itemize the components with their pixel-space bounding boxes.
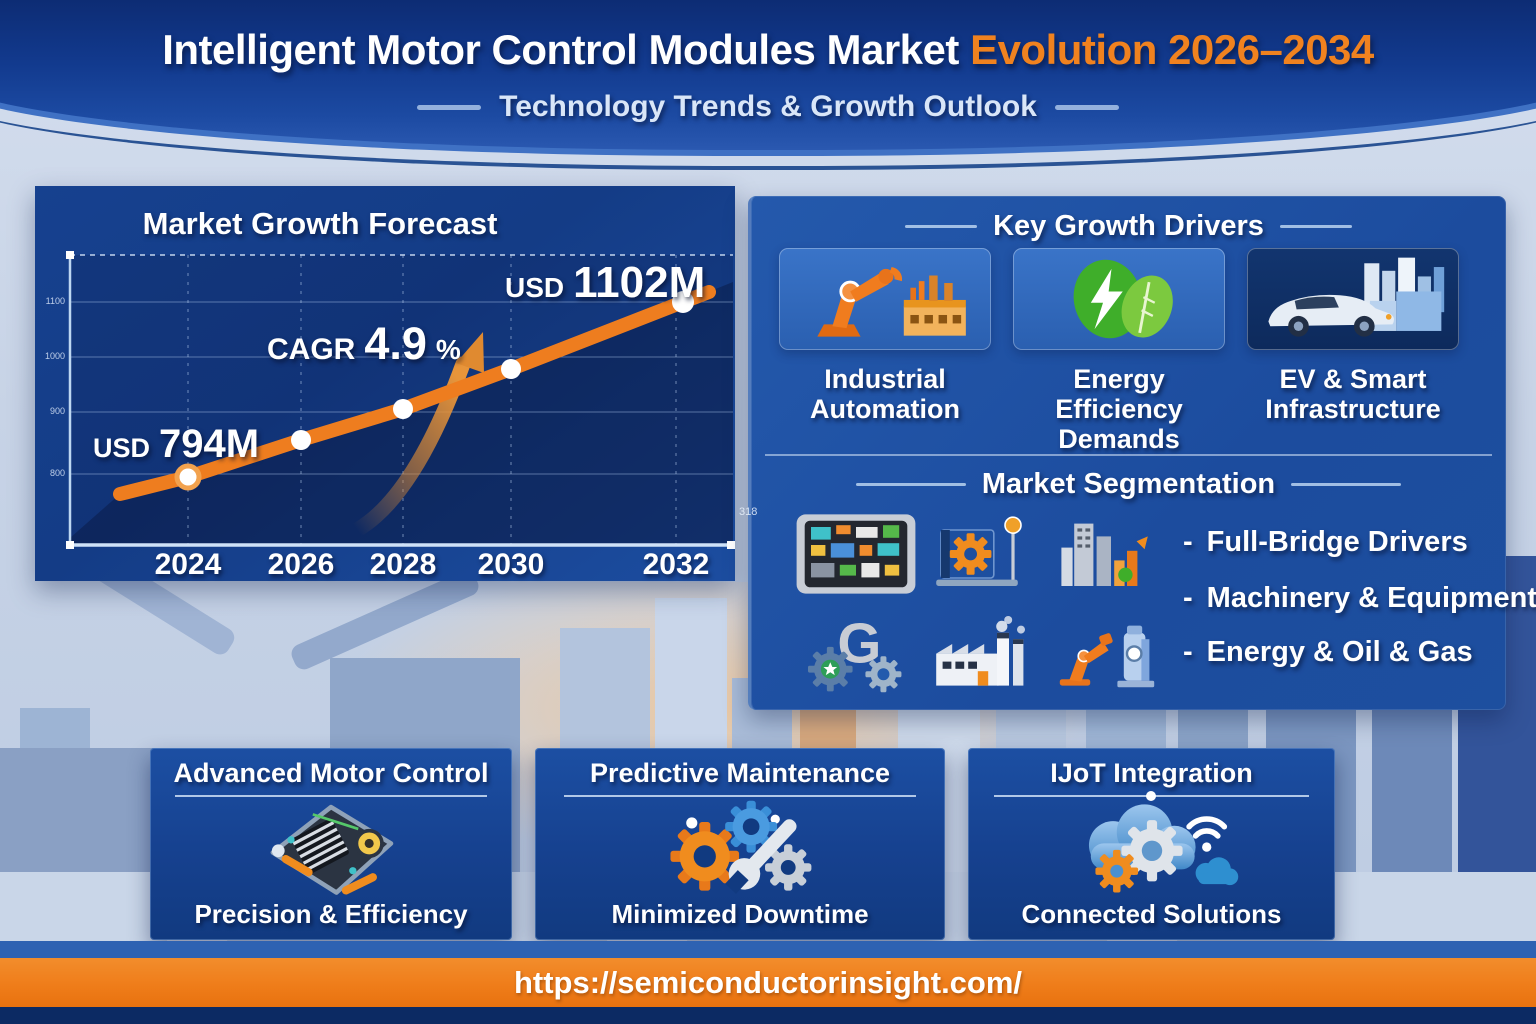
page-title-main: Intelligent Motor Control Modules Market <box>162 26 959 73</box>
page-subtitle: Technology Trends & Growth Outlook <box>499 90 1037 123</box>
y-tick-1000: 1000 <box>44 351 65 361</box>
y-tick-1100: 1100 <box>45 296 65 306</box>
robot-arm-factory-icon <box>779 248 991 350</box>
card-divider <box>175 795 487 797</box>
market-segmentation-header: Market Segmentation <box>751 468 1506 501</box>
axis-corner-marker <box>727 541 735 549</box>
motor-module-icon <box>256 797 406 899</box>
gear-document-icon <box>921 508 1041 600</box>
axis-corner-marker <box>66 251 74 259</box>
driver-label: Industrial Automation <box>810 364 960 425</box>
x-tick-2024: 2024 <box>154 548 222 581</box>
right-info-panel: Key Growth Drivers <box>748 196 1536 710</box>
driver-label: EV & Smart Infrastructure <box>1265 364 1441 425</box>
feature-title: Predictive Maintenance <box>589 758 891 788</box>
key-growth-drivers-title: Key Growth Drivers <box>993 210 1264 242</box>
website-url[interactable]: https://semiconductorinsight.com/ <box>513 964 1023 1000</box>
g-gears-icon: G <box>791 604 921 700</box>
segment-bullet-energy-oil-gas: - Energy & Oil & Gas <box>1183 636 1473 668</box>
chart-title: Market Growth Forecast <box>142 206 498 241</box>
forecast-line-chart <box>68 254 733 547</box>
page-title-accent: Evolution 2026–2034 <box>970 26 1374 73</box>
feature-card-predictive-maintenance: Predictive Maintenance <box>535 748 945 940</box>
page-subtitle-row: Technology Trends & Growth Outlook <box>0 90 1536 124</box>
x-tick-2032: 2032 <box>642 548 710 581</box>
factory-icon <box>921 604 1041 700</box>
data-point-2028 <box>393 399 413 419</box>
end-value-label: USD 1102M <box>505 258 706 307</box>
gears-wrench-icon <box>655 797 825 899</box>
panel-divider <box>765 454 1492 456</box>
bullet-dash: - <box>1183 526 1193 558</box>
axis-side-note: 318 <box>739 506 758 518</box>
segment-bullet-machinery-equipment: - Machinery & Equipment <box>1183 582 1536 614</box>
start-value-label: USD 794M <box>93 422 260 466</box>
data-point-2032 <box>672 291 694 313</box>
bullet-dash: - <box>1183 582 1193 614</box>
ev-city-icon <box>1247 248 1459 350</box>
x-tick-2028: 2028 <box>369 548 437 581</box>
city-growth-icon <box>1043 508 1163 600</box>
driver-tile-industrial-automation: Industrial Automation <box>779 248 991 424</box>
feature-title: Advanced Motor Control <box>173 758 489 788</box>
bullet-dash: - <box>1183 636 1193 668</box>
axis-corner-marker <box>66 541 74 549</box>
feature-title: IJoT Integration <box>1050 758 1253 788</box>
page-title: Intelligent Motor Control Modules Market… <box>0 26 1536 74</box>
cloud-gears-wifi-icon <box>1057 797 1247 899</box>
feature-caption: Minimized Downtime <box>611 899 869 929</box>
feature-card-iiot-integration: IJoT Integration <box>968 748 1335 940</box>
subtitle-dash-left <box>417 104 482 110</box>
footer-bar: https://semiconductorinsight.com/ <box>0 958 1536 1007</box>
header-arc-outline <box>0 0 1536 170</box>
data-point-2024 <box>174 463 202 491</box>
data-point-2030 <box>501 359 521 379</box>
card-divider <box>563 795 917 797</box>
driver-label: Energy Efficiency Demands <box>1055 364 1183 455</box>
circuit-board-icon <box>791 508 921 600</box>
y-tick-900: 900 <box>49 406 65 416</box>
x-tick-2030: 2030 <box>477 548 545 581</box>
footer-navy-band <box>0 1007 1536 1024</box>
market-growth-forecast-panel: Market Growth Forecast USD 794M CAGR 4.9% … <box>35 186 735 581</box>
subtitle-dash-right <box>1054 104 1119 110</box>
footer-blue-band <box>0 941 1536 958</box>
market-segmentation-title: Market Segmentation <box>981 468 1276 500</box>
driver-tile-energy-efficiency: Energy Efficiency Demands <box>1013 248 1225 455</box>
driver-tile-ev-smart-infrastructure: EV & Smart Infrastructure <box>1247 248 1459 424</box>
y-tick-800: 800 <box>49 468 65 478</box>
cagr-label: CAGR 4.9% <box>267 318 461 369</box>
segment-bullet-full-bridge-drivers: - Full-Bridge Drivers <box>1183 526 1468 558</box>
x-tick-2026: 2026 <box>267 548 335 581</box>
robot-pump-icon <box>1043 604 1163 700</box>
data-point-2026 <box>291 430 311 450</box>
leaf-lightning-icon <box>1013 248 1225 350</box>
feature-caption: Precision & Efficiency <box>194 899 468 929</box>
feature-caption: Connected Solutions <box>1021 899 1282 929</box>
key-growth-drivers-header: Key Growth Drivers <box>751 210 1506 243</box>
header-banner <box>0 0 1536 150</box>
feature-card-advanced-motor-control: Advanced Motor Control <box>150 748 512 940</box>
card-divider <box>993 791 1310 801</box>
